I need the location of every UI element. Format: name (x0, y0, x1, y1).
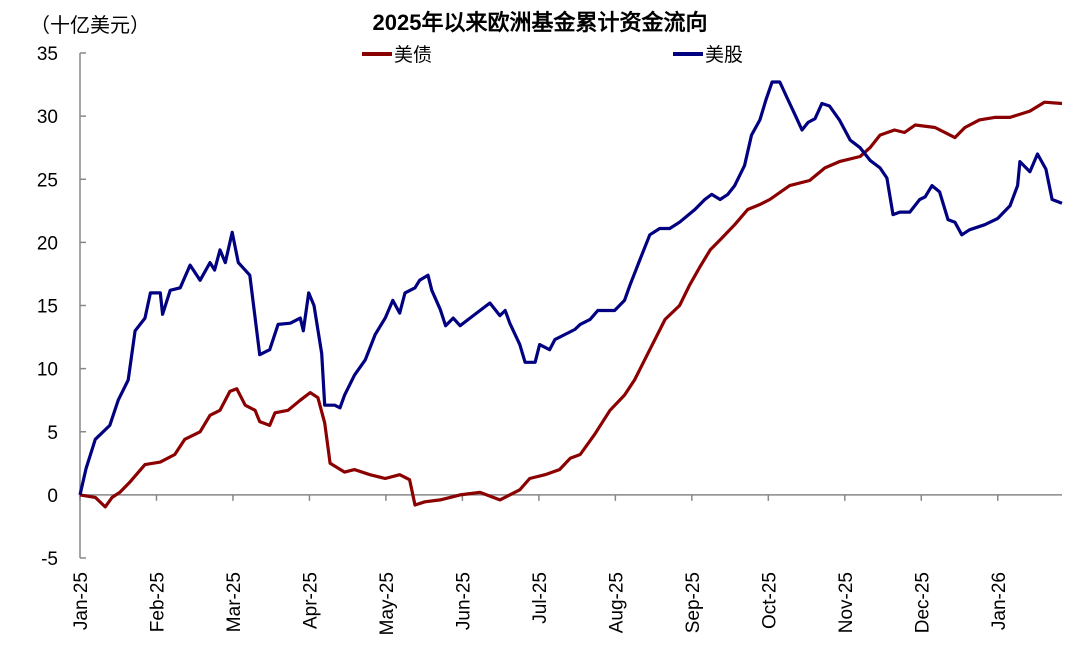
legend-label-us-equities: 美股 (705, 44, 743, 66)
legend-label-us-bonds: 美债 (394, 44, 432, 66)
series-line-us-equities (78, 80, 1063, 496)
y-tick-label: 25 (37, 170, 58, 191)
y-tick-label: 20 (37, 233, 58, 254)
chart-title: 2025年以来欧洲基金累计资金流向 (373, 10, 708, 35)
x-tick-label: Apr-25 (300, 572, 321, 629)
x-tick-label: May-25 (377, 572, 398, 635)
x-tick-label: Aug-25 (606, 572, 627, 633)
unit-label: （十亿美元） (30, 14, 150, 37)
legend: 美债 美股 (362, 44, 743, 66)
x-tick-label: Feb-25 (147, 572, 168, 632)
x-tick-label: Jun-25 (453, 572, 474, 630)
y-tick-label: 30 (37, 107, 58, 128)
x-tick-label: Oct-25 (759, 572, 780, 629)
x-tick-label: Nov-25 (836, 572, 857, 633)
x-tick-label: Jan-26 (989, 572, 1010, 630)
x-tick-label: Dec-25 (912, 572, 933, 633)
x-tick-label: Sep-25 (683, 572, 704, 633)
x-tick-label: Jan-25 (71, 572, 92, 630)
y-tick-label: 10 (37, 360, 58, 381)
x-tick-label: Jul-25 (530, 572, 551, 624)
x-tick-label: Mar-25 (224, 572, 245, 632)
series-line-us-bonds (79, 100, 1063, 509)
y-tick-label: 0 (47, 486, 58, 507)
y-tick-label: 15 (37, 297, 58, 318)
y-tick-label: -5 (41, 549, 58, 570)
y-tick-label: 5 (47, 423, 58, 444)
y-tick-label: 35 (37, 44, 58, 65)
